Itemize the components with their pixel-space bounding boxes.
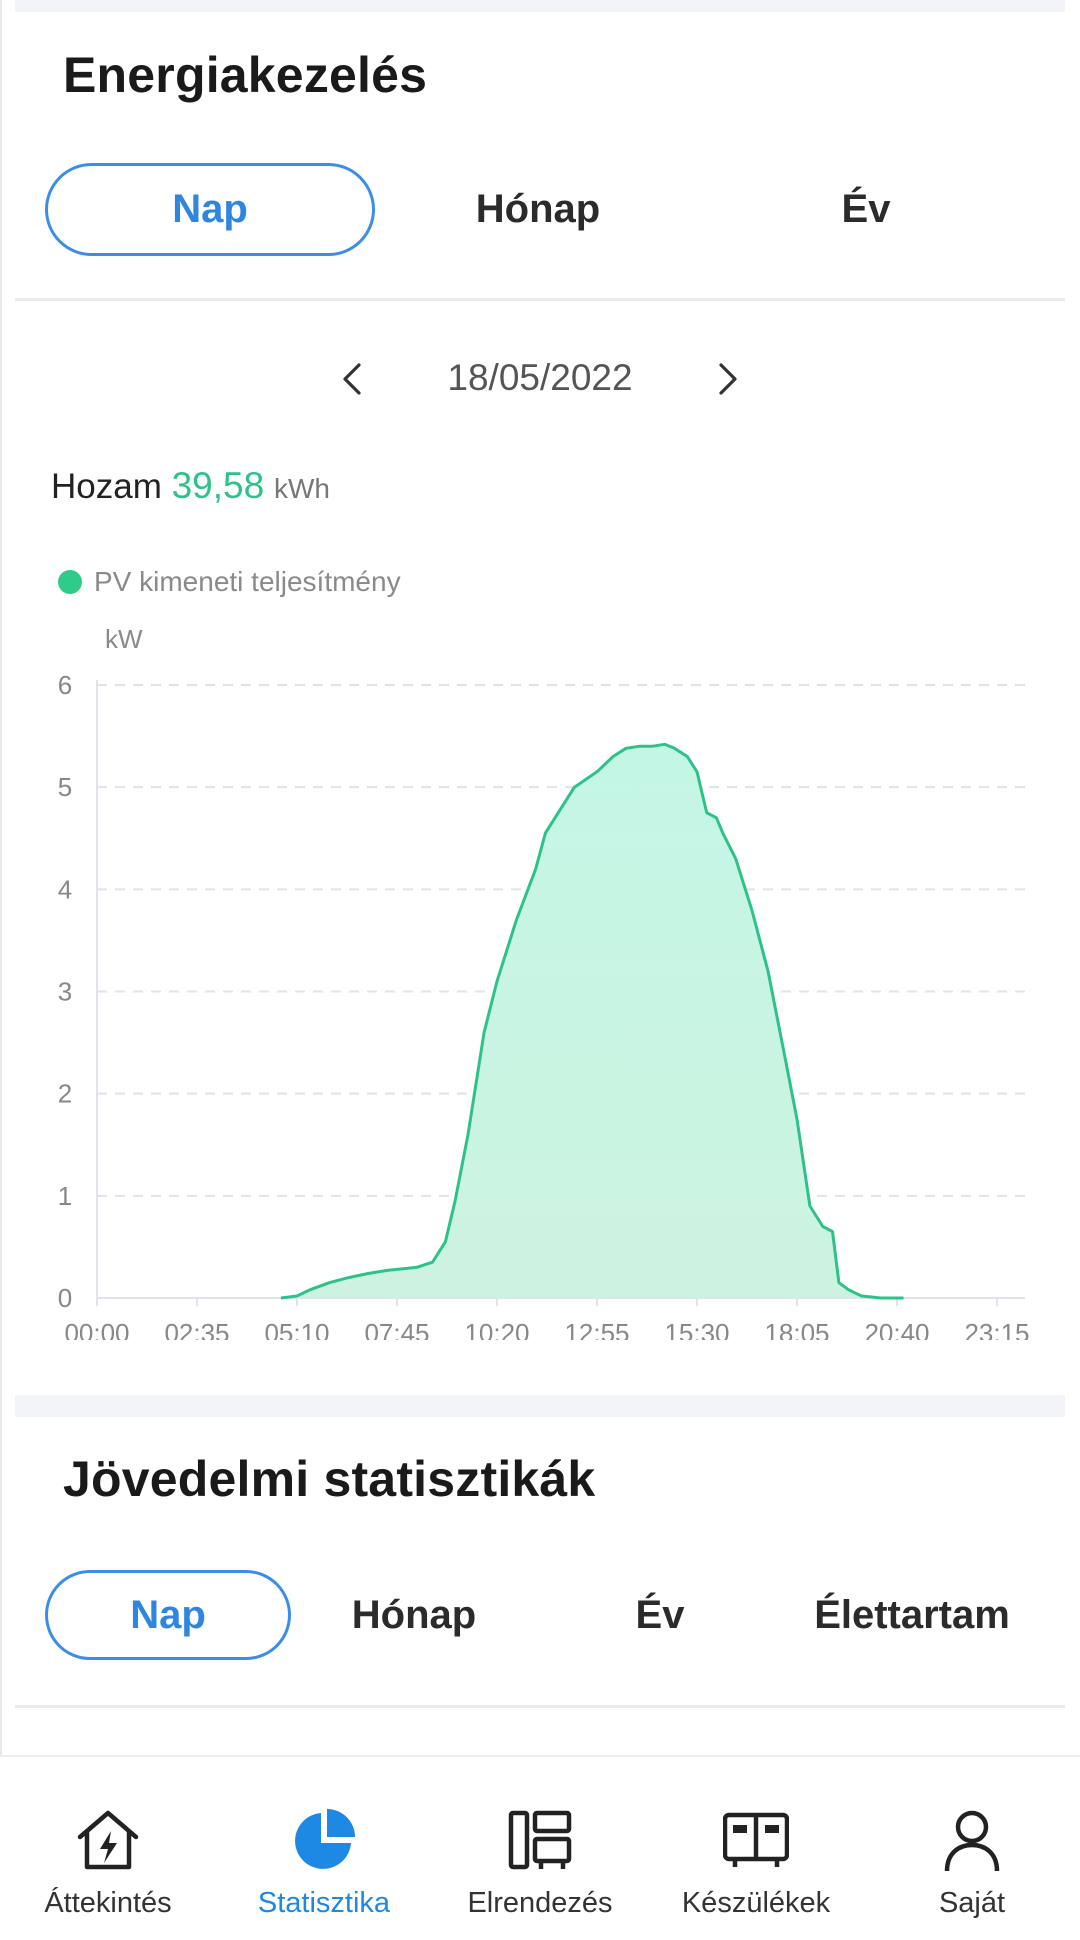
x-tick-label: 07:45 bbox=[364, 1318, 429, 1340]
pv-power-chart: kW 0 1 2 3 4 5 6 00:00 02:35 05:10 07:45 10:20 12:55 1… bbox=[58, 624, 1030, 1340]
nav-layout-label: Elrendezés bbox=[467, 1887, 613, 1919]
y-tick-label: 1 bbox=[58, 1181, 72, 1211]
y-axis-unit: kW bbox=[105, 624, 143, 654]
energy-section-title: Energiakezelés bbox=[63, 47, 428, 103]
nav-layout[interactable]: Elrendezés bbox=[432, 1757, 648, 1940]
y-tick-label: 2 bbox=[58, 1079, 72, 1109]
pv-area-fill bbox=[280, 744, 904, 1298]
nav-devices[interactable]: Készülékek bbox=[648, 1757, 864, 1940]
layout-icon bbox=[508, 1810, 572, 1870]
yield-label: Hozam bbox=[51, 467, 162, 506]
y-tick-label: 4 bbox=[58, 874, 72, 904]
yield-unit: kWh bbox=[273, 473, 330, 504]
date-label[interactable]: 18/05/2022 bbox=[447, 357, 633, 398]
y-tick-label: 5 bbox=[58, 772, 72, 802]
section-separator bbox=[15, 1395, 1065, 1417]
energy-tab-year[interactable]: Év bbox=[841, 187, 891, 231]
x-tick-label: 10:20 bbox=[464, 1318, 529, 1340]
person-icon bbox=[944, 1810, 1000, 1872]
income-tab-year[interactable]: Év bbox=[635, 1592, 685, 1637]
nav-profile[interactable]: Saját bbox=[864, 1757, 1080, 1940]
legend-label: PV kimeneti teljesítmény bbox=[94, 566, 401, 597]
income-section-title: Jövedelmi statisztikák bbox=[63, 1451, 596, 1507]
yield-summary: Hozam 39,58 kWh bbox=[51, 465, 330, 507]
bottom-navigation: Áttekintés Statisztika Elrendezés Készül… bbox=[0, 1755, 1080, 1940]
energy-tab-month[interactable]: Hónap bbox=[475, 187, 601, 231]
x-tick-label: 02:35 bbox=[164, 1318, 229, 1340]
x-tick-label: 18:05 bbox=[764, 1318, 829, 1340]
x-tick-label: 20:40 bbox=[864, 1318, 929, 1340]
income-tabs-divider bbox=[15, 1705, 1065, 1708]
income-tab-day[interactable]: Nap bbox=[45, 1570, 291, 1660]
chevron-left-icon[interactable] bbox=[334, 359, 374, 399]
nav-profile-label: Saját bbox=[938, 1887, 1006, 1919]
x-tick-label: 12:55 bbox=[564, 1318, 629, 1340]
y-tick-label: 0 bbox=[58, 1283, 72, 1313]
devices-icon bbox=[723, 1812, 789, 1867]
left-edge bbox=[0, 0, 2, 1938]
y-tick-label: 3 bbox=[58, 977, 72, 1007]
chevron-right-icon[interactable] bbox=[706, 359, 746, 399]
top-separator bbox=[15, 0, 1065, 12]
x-tick-label: 00:00 bbox=[64, 1318, 129, 1340]
nav-overview[interactable]: Áttekintés bbox=[0, 1757, 216, 1940]
x-tick-label: 15:30 bbox=[664, 1318, 729, 1340]
date-selector: 18/05/2022 bbox=[0, 345, 1080, 415]
nav-statistics[interactable]: Statisztika bbox=[216, 1757, 432, 1940]
energy-tab-day[interactable]: Nap bbox=[45, 163, 375, 256]
income-tab-month[interactable]: Hónap bbox=[351, 1592, 477, 1637]
pie-chart-icon bbox=[295, 1809, 355, 1869]
nav-devices-label: Készülékek bbox=[681, 1887, 831, 1919]
chart-legend[interactable]: PV kimeneti teljesítmény bbox=[58, 566, 401, 598]
income-tab-lifetime[interactable]: Élettartam bbox=[814, 1592, 1010, 1637]
nav-statistics-label: Statisztika bbox=[257, 1887, 391, 1919]
x-tick-label: 05:10 bbox=[264, 1318, 329, 1340]
x-tick-label: 23:15 bbox=[964, 1318, 1029, 1340]
legend-marker bbox=[58, 570, 82, 594]
nav-overview-label: Áttekintés bbox=[44, 1887, 172, 1919]
energy-tabs-divider bbox=[15, 298, 1065, 301]
yield-value: 39,58 bbox=[171, 465, 265, 506]
y-tick-label: 6 bbox=[58, 670, 72, 700]
pv-series-line bbox=[280, 742, 904, 1300]
home-bolt-icon bbox=[77, 1810, 139, 1870]
